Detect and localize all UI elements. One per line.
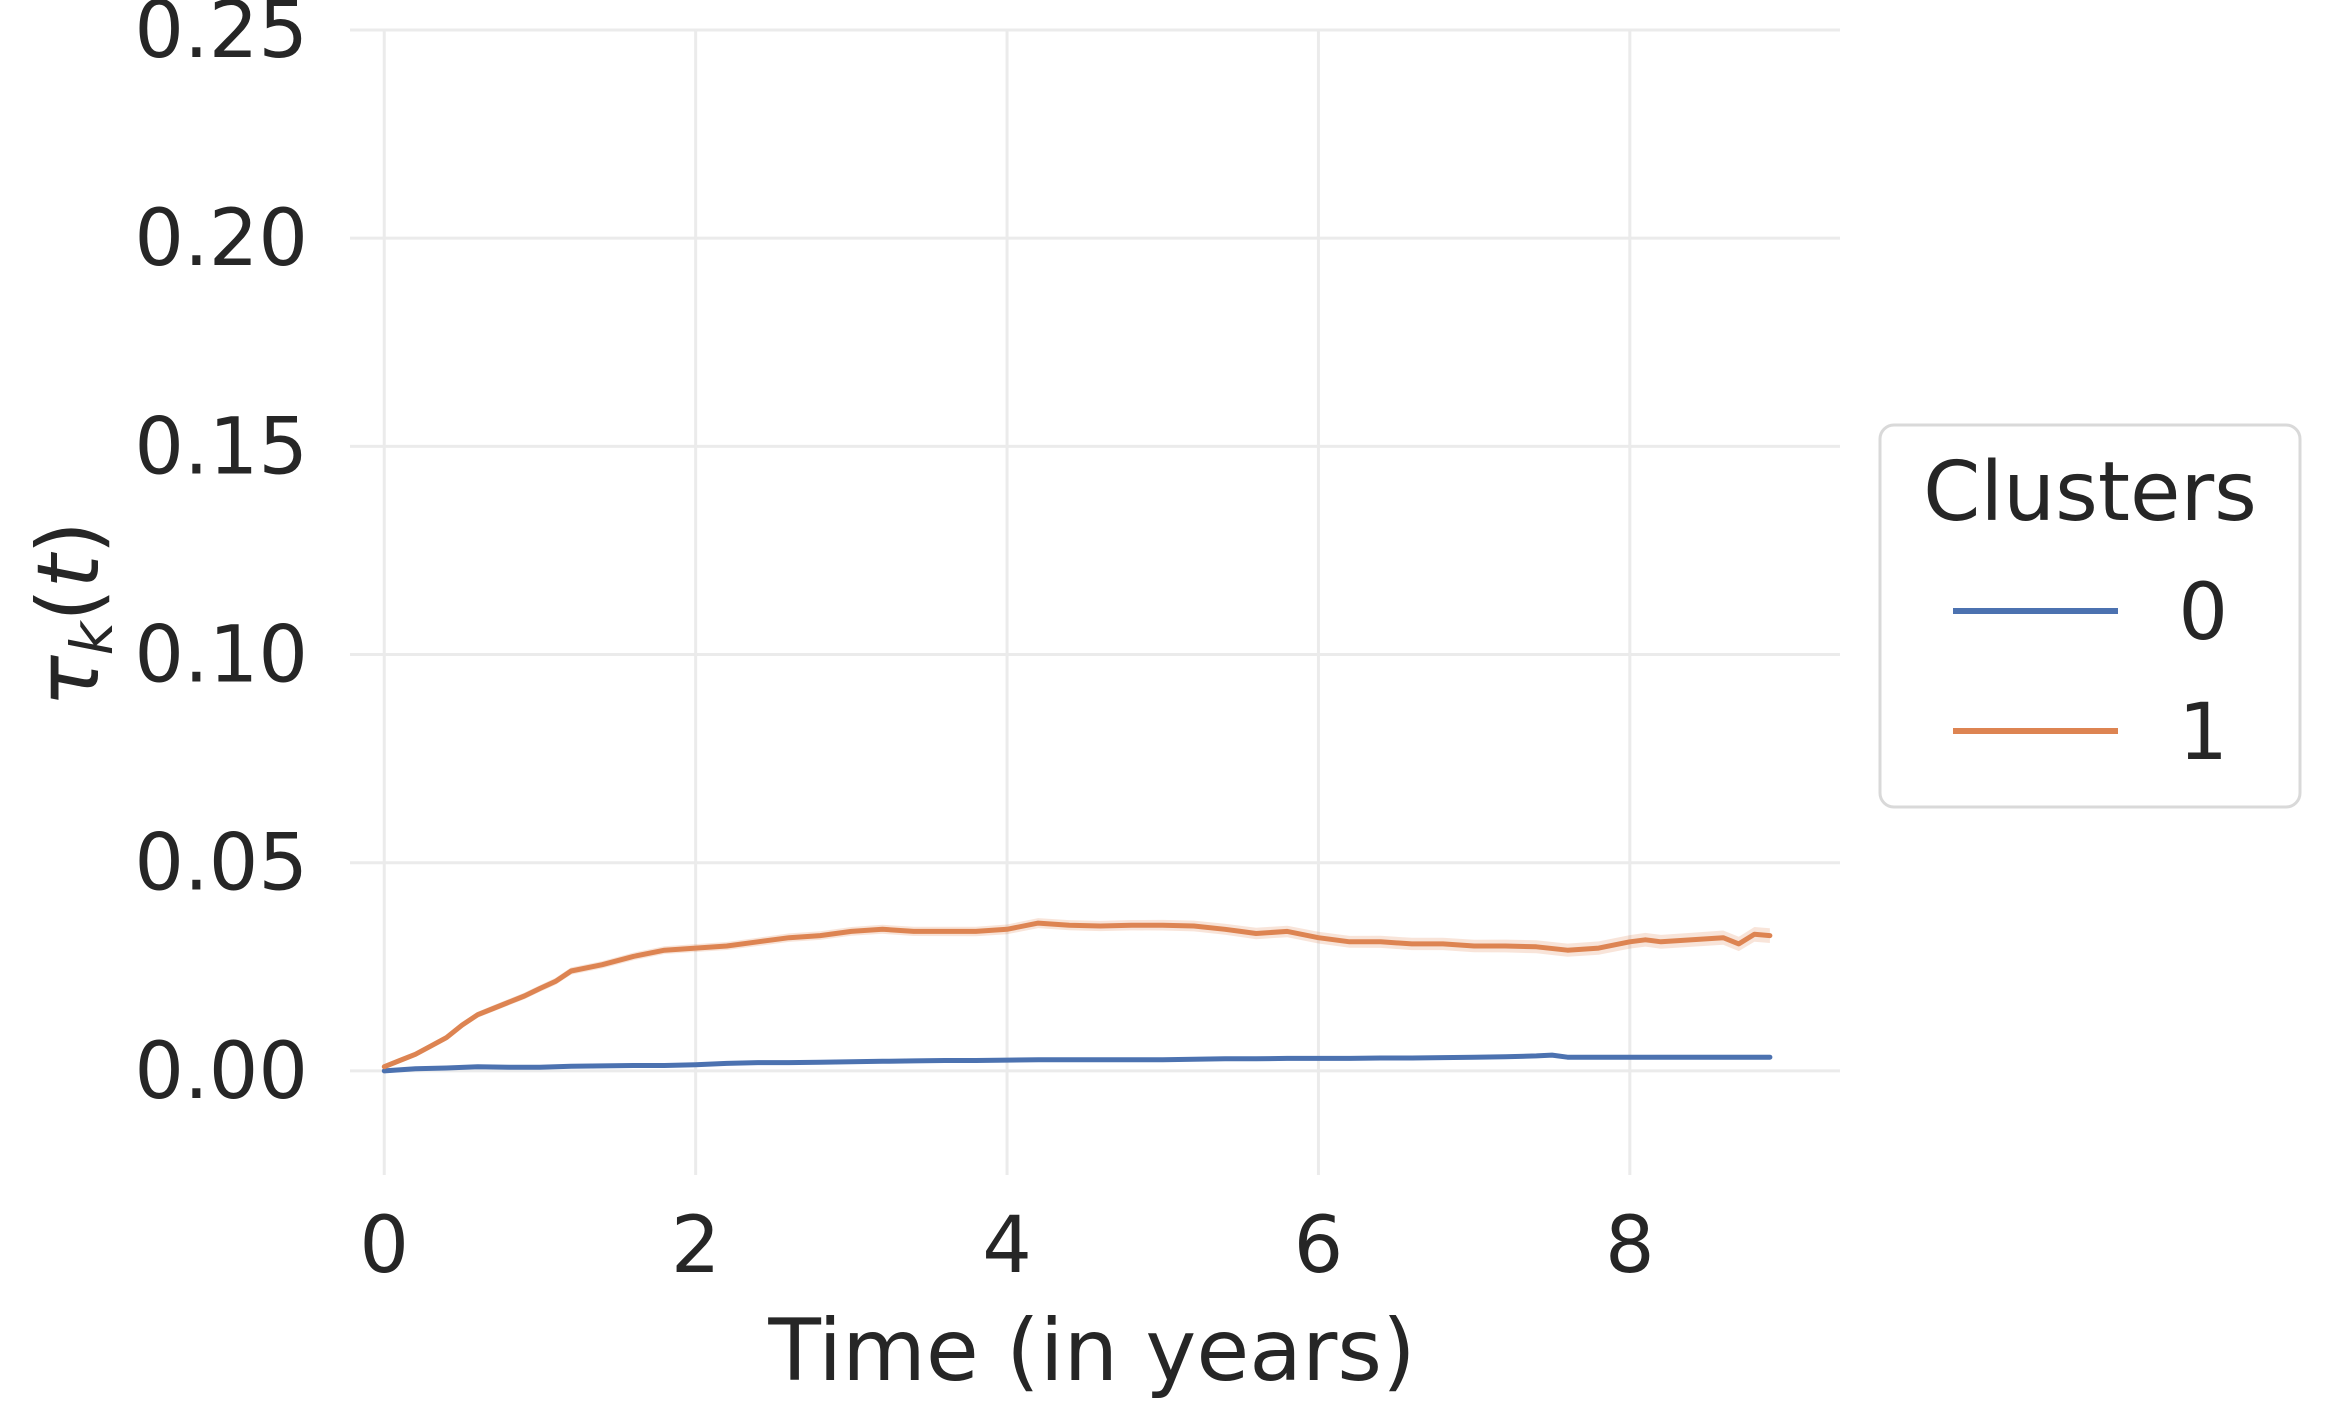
- y-tick-label: 0.25: [134, 0, 308, 76]
- confidence-bands: [384, 918, 1770, 1072]
- x-tick-label: 8: [1605, 1201, 1655, 1291]
- x-axis-title: Time (in years): [767, 1301, 1415, 1401]
- x-tick-label: 0: [359, 1201, 409, 1291]
- x-tick-label: 2: [671, 1201, 721, 1291]
- x-tick-label: 6: [1294, 1201, 1344, 1291]
- y-tick-label: 0.05: [134, 819, 308, 909]
- x-tick-labels: 0 2 4 6 8: [359, 1201, 1654, 1291]
- series-0-line: [381, 1052, 1773, 1074]
- legend-frame: [1878, 423, 2302, 809]
- series-lines: [381, 920, 1773, 1074]
- legend-items: 01: [1953, 568, 2228, 778]
- legend-label-1: 1: [2178, 688, 2228, 778]
- series-1-band: [384, 918, 1770, 1070]
- legend: Clusters 01: [1878, 423, 2302, 809]
- y-tick-labels: 0.00 0.05 0.10 0.15 0.20 0.25: [134, 0, 308, 1117]
- legend-label-0: 0: [2178, 568, 2228, 658]
- y-axis-title: τk(t): [19, 521, 126, 707]
- y-tick-label: 0.20: [134, 194, 308, 284]
- series-1-line: [381, 920, 1773, 1070]
- y-tick-label: 0.00: [134, 1027, 308, 1117]
- y-tick-label: 0.10: [134, 611, 308, 701]
- x-tick-label: 4: [982, 1201, 1032, 1291]
- y-tick-label: 0.15: [134, 402, 308, 492]
- grid: [350, 28, 1840, 1175]
- legend-title: Clusters: [1923, 445, 2257, 540]
